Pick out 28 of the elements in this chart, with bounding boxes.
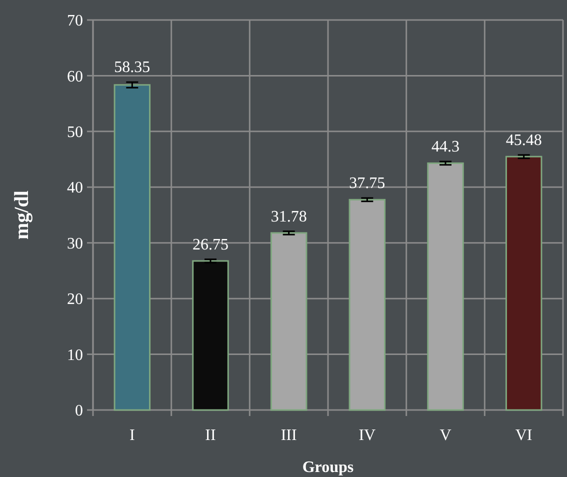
y-tick-label: 30 xyxy=(67,235,83,252)
bar xyxy=(114,84,151,411)
y-tick-label: 50 xyxy=(67,124,83,142)
x-tick-label: III xyxy=(280,427,297,444)
x-tick-label: I xyxy=(130,427,135,444)
data-label: 45.48 xyxy=(506,132,542,149)
bar xyxy=(505,156,542,411)
data-label: 44.3 xyxy=(432,138,460,156)
y-tick-label: 70 xyxy=(67,12,83,30)
bar xyxy=(348,198,386,411)
data-label: 31.78 xyxy=(270,208,307,226)
x-tick-label: IV xyxy=(358,427,376,444)
data-label: 58.35 xyxy=(114,59,150,76)
y-tick-label: 60 xyxy=(67,68,83,86)
bar xyxy=(270,232,308,411)
data-label: 37.75 xyxy=(349,175,386,192)
y-tick-label: 10 xyxy=(67,346,83,364)
y-axis-title: mg/dl xyxy=(11,190,33,240)
x-tick-label: II xyxy=(205,427,216,444)
y-tick-label: 40 xyxy=(67,180,83,197)
y-tick-label: 0 xyxy=(75,402,83,420)
x-tick-label: V xyxy=(440,427,452,444)
data-label: 26.75 xyxy=(192,236,228,254)
x-axis-title: Groups xyxy=(302,459,354,476)
y-tick-label: 20 xyxy=(67,291,83,308)
bar xyxy=(192,260,229,411)
bar xyxy=(427,162,464,411)
x-tick-label: VI xyxy=(515,427,532,444)
